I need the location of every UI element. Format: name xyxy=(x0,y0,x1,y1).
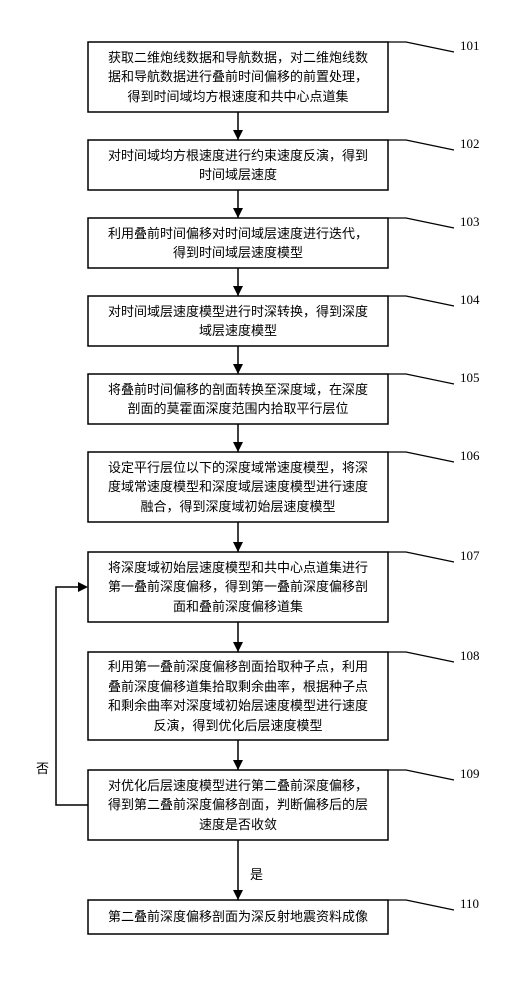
flow-box: 第二叠前深度偏移剖面为深反射地震资料成像 xyxy=(88,900,388,934)
leader-line xyxy=(388,140,454,150)
leader-line xyxy=(388,770,454,780)
leader-line xyxy=(388,452,454,462)
flow-box: 将叠前时间偏移的剖面转换至深度域，在深度 剖面的莫霍面深度范围内拾取平行层位 xyxy=(88,374,388,424)
arrow xyxy=(233,740,243,770)
flow-box: 获取二维炮线数据和导航数据，对二维炮线数 据和导航数据进行叠前时间偏移的前置处理… xyxy=(88,42,388,112)
arrow xyxy=(233,622,243,652)
arrow xyxy=(233,112,243,140)
step-number: 103 xyxy=(460,214,500,230)
flow-box: 对优化后层速度模型进行第二叠前深度偏移， 得到第二叠前深度偏移剖面，判断偏移后的… xyxy=(88,770,388,840)
flow-box-text: 将叠前时间偏移的剖面转换至深度域，在深度 剖面的莫霍面深度范围内拾取平行层位 xyxy=(92,376,384,422)
flow-box-text: 对时间域层速度模型进行时深转换，得到深度 域层速度模型 xyxy=(92,298,384,344)
leader-line xyxy=(388,652,454,662)
flow-box-text: 第二叠前深度偏移剖面为深反射地震资料成像 xyxy=(92,902,384,932)
step-number: 105 xyxy=(460,370,500,386)
step-number: 104 xyxy=(460,292,500,308)
leader-line xyxy=(388,218,454,228)
flow-box-text: 对时间域均方根速度进行约束速度反演，得到 时间域层速度 xyxy=(92,142,384,188)
arrow xyxy=(233,190,243,218)
leader-line xyxy=(388,374,454,384)
arrow xyxy=(233,268,243,296)
flow-box: 利用叠前时间偏移对时间域层速度进行迭代， 得到时间域层速度模型 xyxy=(88,218,388,268)
step-number: 110 xyxy=(460,896,500,912)
step-number: 102 xyxy=(460,136,500,152)
arrow xyxy=(233,346,243,374)
leader-line xyxy=(388,552,454,562)
step-number: 106 xyxy=(460,448,500,464)
flow-box-text: 设定平行层位以下的深度域常速度模型，将深 度域常速度模型和深度域层速度模型进行速… xyxy=(92,454,384,520)
flow-box-text: 对优化后层速度模型进行第二叠前深度偏移， 得到第二叠前深度偏移剖面，判断偏移后的… xyxy=(92,772,384,838)
leader-line xyxy=(388,42,454,52)
step-number: 109 xyxy=(460,766,500,782)
flow-box-text: 利用第一叠前深度偏移剖面拾取种子点，利用 叠前深度偏移道集拾取剩余曲率，根据种子… xyxy=(92,654,384,738)
edge-label-yes: 是 xyxy=(250,864,280,883)
flow-box: 设定平行层位以下的深度域常速度模型，将深 度域常速度模型和深度域层速度模型进行速… xyxy=(88,452,388,522)
flow-box-text: 将深度域初始层速度模型和共中心点道集进行 第一叠前深度偏移，得到第一叠前深度偏移… xyxy=(92,554,384,620)
edge-label-no: 否 xyxy=(36,758,66,777)
arrow xyxy=(233,424,243,452)
flow-box-text: 获取二维炮线数据和导航数据，对二维炮线数 据和导航数据进行叠前时间偏移的前置处理… xyxy=(92,44,384,110)
flow-box: 对时间域层速度模型进行时深转换，得到深度 域层速度模型 xyxy=(88,296,388,346)
flow-box: 将深度域初始层速度模型和共中心点道集进行 第一叠前深度偏移，得到第一叠前深度偏移… xyxy=(88,552,388,622)
step-number: 107 xyxy=(460,548,500,564)
step-number: 108 xyxy=(460,648,500,664)
step-number: 101 xyxy=(460,38,500,54)
flow-box-text: 利用叠前时间偏移对时间域层速度进行迭代， 得到时间域层速度模型 xyxy=(92,220,384,266)
feedback-arrowhead xyxy=(78,582,88,592)
arrow xyxy=(233,840,243,900)
arrow xyxy=(233,522,243,552)
flow-box: 利用第一叠前深度偏移剖面拾取种子点，利用 叠前深度偏移道集拾取剩余曲率，根据种子… xyxy=(88,652,388,740)
flow-box: 对时间域均方根速度进行约束速度反演，得到 时间域层速度 xyxy=(88,140,388,190)
leader-line xyxy=(388,900,454,910)
leader-line xyxy=(388,296,454,306)
